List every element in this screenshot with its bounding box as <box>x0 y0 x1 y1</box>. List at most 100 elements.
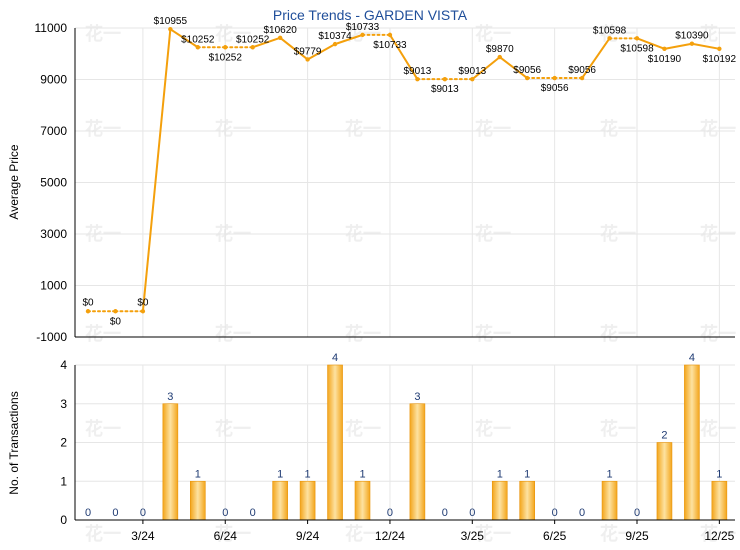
price-data-label: $0 <box>137 297 149 308</box>
count-data-label: 0 <box>85 507 91 519</box>
price-series <box>85 26 722 314</box>
price-point <box>689 41 695 46</box>
watermark-20: 花一 <box>345 323 381 344</box>
count-data-label: 3 <box>167 391 173 403</box>
watermark-0: 花一 <box>85 23 121 44</box>
price-data-label: $0 <box>82 297 94 308</box>
price-data-label: $10390 <box>675 31 709 42</box>
price-data-label: $9056 <box>541 83 569 94</box>
price-point <box>717 46 722 52</box>
watermark-18: 花一 <box>85 323 121 344</box>
count-data-label: 3 <box>414 391 420 403</box>
price-data-label: $10955 <box>154 16 188 27</box>
price-point <box>332 41 338 47</box>
count-data-label: 0 <box>552 507 558 519</box>
x-tick-label: 9/24 <box>296 529 320 543</box>
price-point <box>442 76 448 82</box>
count-data-label: 1 <box>195 468 201 480</box>
price-point <box>470 76 475 82</box>
price-point <box>195 45 200 50</box>
watermark-31: 花一 <box>215 523 251 544</box>
price-point <box>607 36 612 41</box>
price-data-label: $9013 <box>431 84 459 95</box>
count-y-ticks: 0 1 2 3 4 <box>60 358 67 527</box>
price-line-segment <box>141 28 172 313</box>
price-data-label: $9056 <box>513 65 541 76</box>
watermark-35: 花一 <box>700 523 736 544</box>
price-data-label: $0 <box>110 316 122 327</box>
price-point <box>415 76 420 82</box>
count-data-label: 0 <box>112 507 118 519</box>
count-data-label: 0 <box>222 507 228 519</box>
count-bar <box>491 480 508 521</box>
price-data-label: $10733 <box>346 22 380 33</box>
price-line-segment <box>169 28 199 49</box>
price-point <box>140 309 146 314</box>
count-bar <box>354 480 371 521</box>
price-data-label: $10598 <box>620 43 654 54</box>
price-y-tick-label: 7000 <box>40 124 67 138</box>
watermark-32: 花一 <box>345 523 381 544</box>
watermark-34: 花一 <box>600 523 636 544</box>
watermark-11: 花一 <box>700 118 736 139</box>
price-data-label: $10252 <box>236 34 270 45</box>
price-labels: $0$0$0$10955$10252$10252$10252$10620$977… <box>82 16 736 327</box>
count-data-label: 4 <box>689 352 695 364</box>
price-y-axis-title: Average Price <box>7 144 21 219</box>
price-point <box>497 54 502 60</box>
count-data-label: 0 <box>469 507 475 519</box>
count-bar <box>162 403 179 521</box>
price-y-tick-label: 9000 <box>40 73 67 87</box>
price-data-label: $9870 <box>486 44 514 55</box>
watermark-27: 花一 <box>475 418 511 439</box>
count-y-tick-label: 4 <box>60 358 67 372</box>
chart-title: Price Trends - GARDEN VISTA <box>273 7 468 23</box>
price-point <box>250 45 255 50</box>
count-bar <box>190 480 206 521</box>
count-data-label: 1 <box>305 468 311 480</box>
price-point <box>168 26 173 32</box>
price-point <box>277 35 283 40</box>
price-point <box>223 45 228 50</box>
price-data-label: $10598 <box>593 25 627 36</box>
price-data-label: $10252 <box>209 52 243 63</box>
count-y-tick-label: 2 <box>60 436 67 450</box>
count-data-label: 0 <box>140 507 146 519</box>
count-data-label: 0 <box>387 507 393 519</box>
count-y-tick-label: 0 <box>60 513 67 527</box>
watermark-26: 花一 <box>345 418 381 439</box>
price-data-label: $9013 <box>403 66 431 77</box>
count-data-label: 1 <box>606 468 612 480</box>
price-data-label: $10620 <box>263 25 297 36</box>
count-bar <box>299 480 316 521</box>
count-data-label: 0 <box>634 507 640 519</box>
price-y-tick-label: 11000 <box>35 21 68 35</box>
price-data-label: $10190 <box>648 54 682 65</box>
x-tick-label: 12/24 <box>375 529 405 543</box>
count-data-label: 0 <box>250 507 256 519</box>
watermark-19: 花一 <box>215 323 251 344</box>
price-y-tick-label: 5000 <box>40 176 67 190</box>
count-bar <box>519 480 536 521</box>
x-tick-label: 6/24 <box>214 529 238 543</box>
price-data-label: $9013 <box>458 66 486 77</box>
count-data-label: 1 <box>524 468 530 480</box>
price-line-segment <box>581 37 611 80</box>
price-line-segment <box>690 42 721 50</box>
price-line-segment <box>498 56 529 80</box>
watermark-24: 花一 <box>85 418 121 439</box>
price-data-label: $9056 <box>568 65 596 76</box>
watermark-29: 花一 <box>700 418 736 439</box>
count-data-label: 0 <box>442 507 448 519</box>
count-bar <box>711 480 728 521</box>
count-bars <box>162 364 728 521</box>
price-point <box>552 75 557 81</box>
watermark-25: 花一 <box>215 418 251 439</box>
price-point <box>662 46 667 52</box>
watermark-28: 花一 <box>600 418 636 439</box>
price-data-label: $10192 <box>703 54 737 65</box>
watermark-8: 花一 <box>345 118 381 139</box>
count-bar <box>601 480 618 521</box>
price-point <box>360 32 365 38</box>
price-line-segment <box>471 56 501 81</box>
